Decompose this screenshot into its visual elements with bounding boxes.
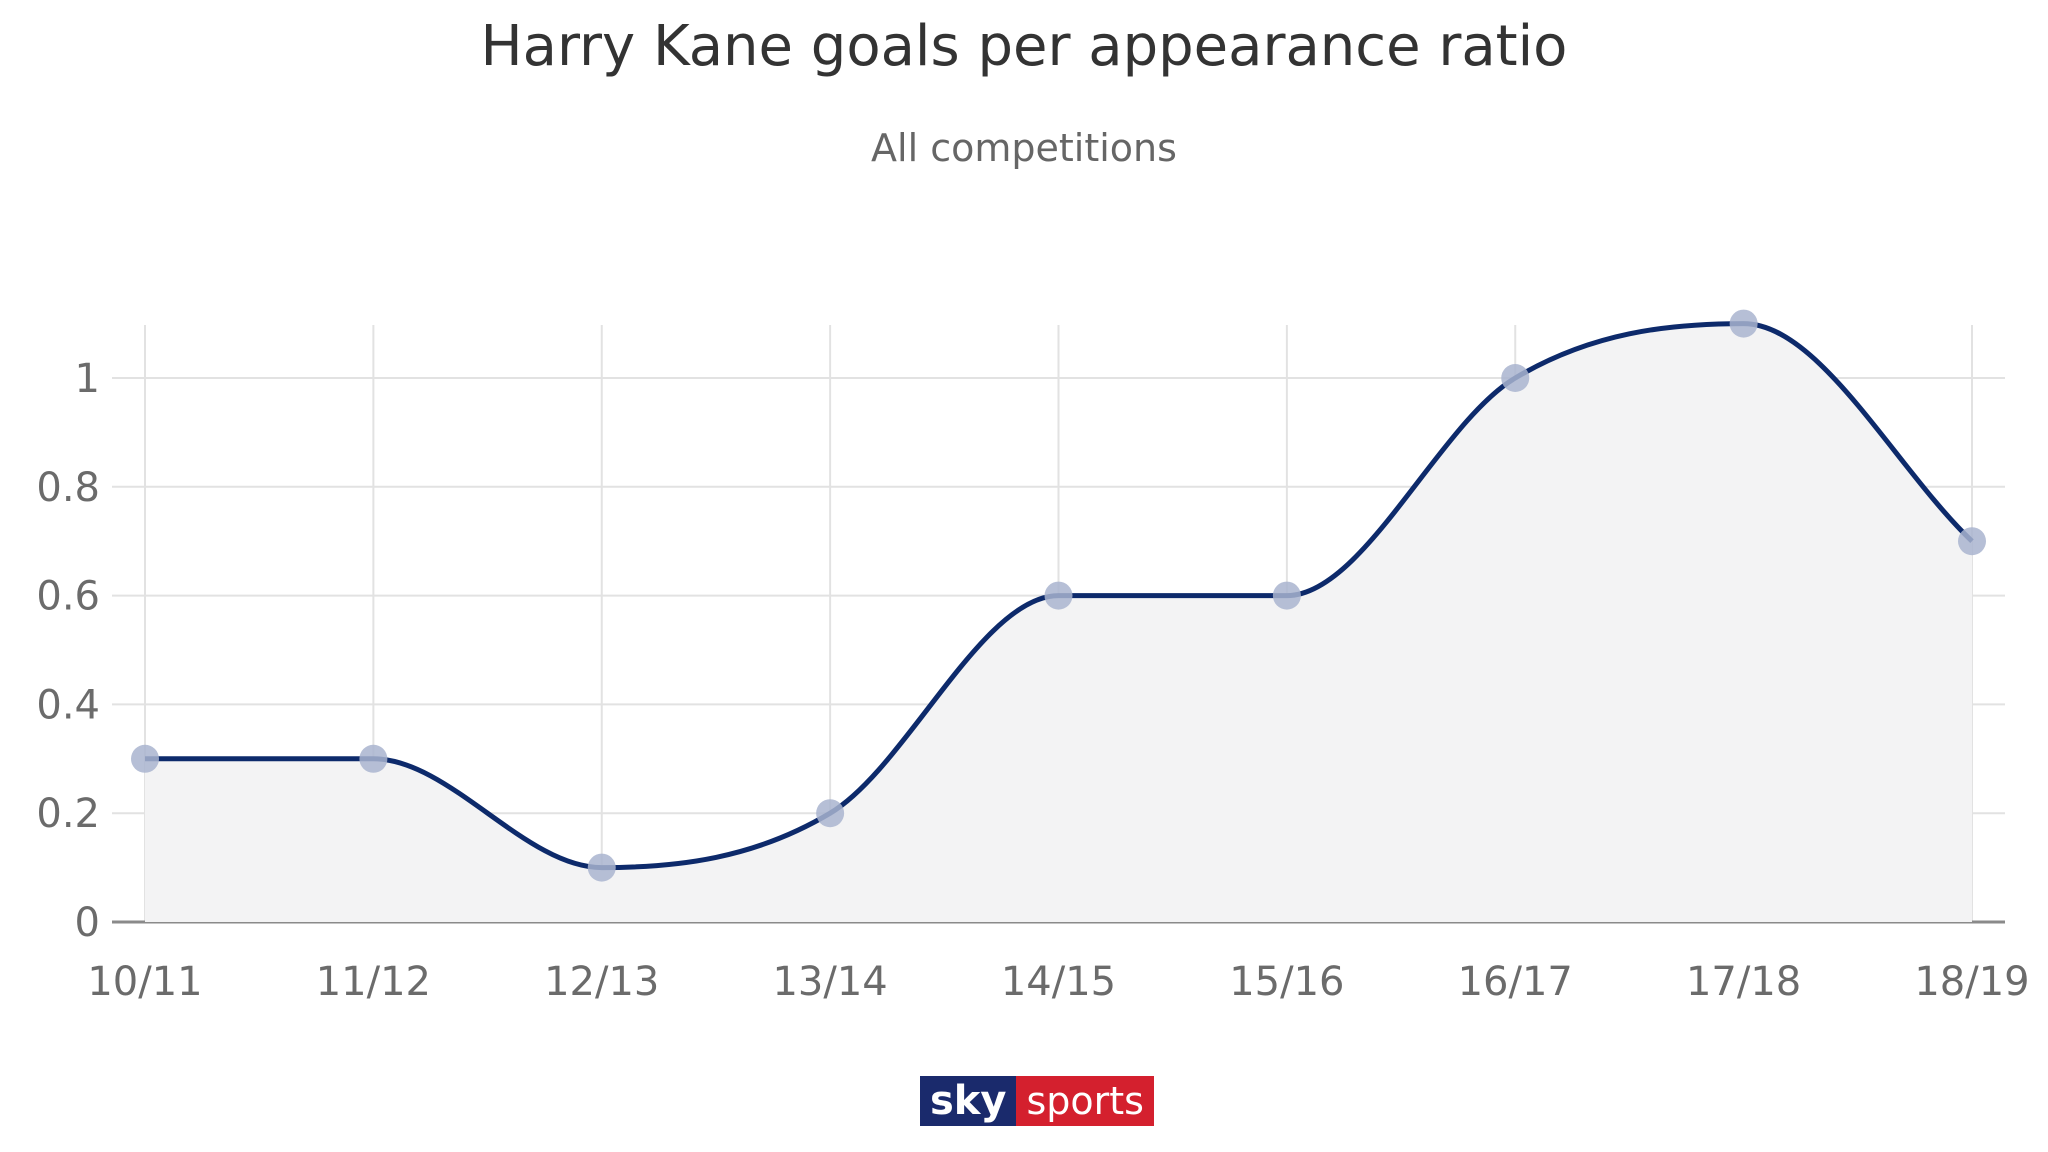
y-tick-label: 0.6 [36,574,100,620]
logo-sports: sports [1016,1076,1154,1126]
data-point-12/13 [587,853,616,882]
y-tick-label: 0.4 [36,682,100,728]
data-point-11/12 [359,744,388,773]
x-tick-label: 13/14 [772,959,887,1005]
sky-sports-logo: sky sports [920,1076,1154,1126]
x-tick-label: 14/15 [1001,959,1116,1005]
data-point-17/18 [1729,309,1758,338]
data-point-18/19 [1958,527,1986,556]
y-axis-ticks: 0 0.2 0.4 0.6 0.8 1 [36,356,100,946]
y-tick-label: 0.8 [36,465,100,511]
logo-sky: sky [920,1076,1017,1126]
data-points [131,309,1986,882]
data-point-13/14 [816,799,845,828]
y-tick-label: 0.2 [36,791,100,837]
y-tick-label: 1 [75,356,100,402]
series-area [145,323,1972,923]
x-tick-label: 16/17 [1458,959,1573,1005]
data-point-15/16 [1272,581,1301,610]
data-point-10/11 [131,744,159,773]
x-axis-ticks: 10/11 11/12 12/13 13/14 14/15 15/16 16/17 17/18… [87,959,2029,1005]
data-point-16/17 [1501,364,1530,392]
x-tick-label: 18/19 [1914,959,2029,1005]
chart-subtitle: All competitions [871,126,1177,170]
y-tick-label: 0 [75,900,100,946]
x-tick-label: 12/13 [544,959,659,1005]
x-tick-label: 10/11 [87,959,202,1005]
x-tick-label: 17/18 [1686,959,1801,1005]
x-tick-label: 11/12 [316,959,431,1005]
area-fill [145,323,1972,923]
data-point-14/15 [1044,581,1073,610]
chart-title: Harry Kane goals per appearance ratio [480,14,1568,79]
x-tick-label: 15/16 [1229,959,1344,1005]
